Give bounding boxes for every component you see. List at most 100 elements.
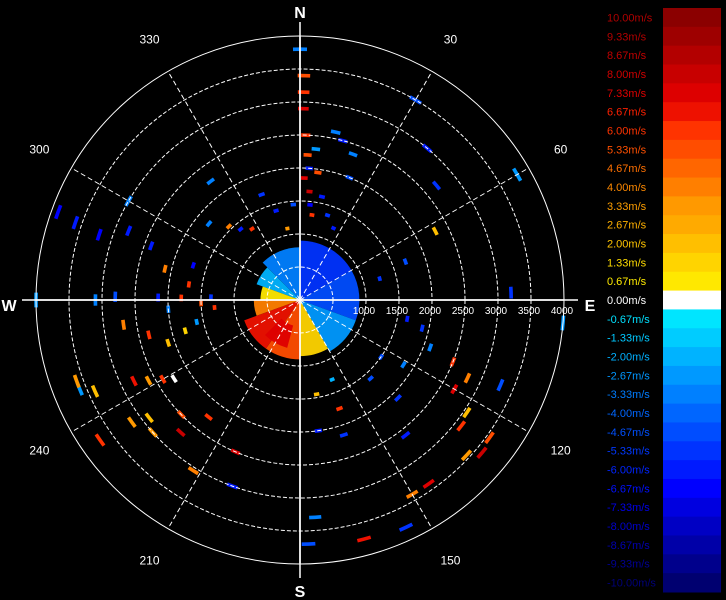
azimuth-spoke xyxy=(167,299,301,529)
velocity-gate xyxy=(431,180,442,191)
colorbar-label: -0.67m/s xyxy=(607,314,650,326)
colorbar-label: 5.33m/s xyxy=(607,144,647,156)
colorbar-swatch xyxy=(663,535,721,555)
velocity-gate xyxy=(367,375,375,382)
velocity-gate xyxy=(130,375,138,387)
colorbar-label: 10.00m/s xyxy=(607,12,653,24)
colorbar-swatch xyxy=(663,158,721,179)
velocity-gate xyxy=(124,195,133,207)
azimuth-tick-label: 30 xyxy=(444,32,458,46)
colorbar-label: -6.67m/s xyxy=(607,483,650,495)
velocity-sector xyxy=(260,286,300,300)
velocity-gate xyxy=(212,304,217,311)
range-tick-label: 3500 xyxy=(518,306,541,317)
colorbar-label: -8.00m/s xyxy=(607,521,650,533)
colorbar-label: -8.67m/s xyxy=(607,540,650,552)
colorbar-label: 0.00m/s xyxy=(607,295,647,307)
colorbar-label: -4.67m/s xyxy=(607,427,650,439)
velocity-gate xyxy=(248,226,255,232)
velocity-gate xyxy=(419,324,425,333)
velocity-sector xyxy=(300,270,360,321)
velocity-gate xyxy=(335,405,344,412)
azimuth-spoke xyxy=(299,299,433,529)
velocity-gate xyxy=(237,226,244,233)
colorbar-swatch xyxy=(663,271,721,292)
velocity-gate xyxy=(165,338,172,348)
colorbar-label: -6.00m/s xyxy=(607,465,650,477)
range-tick-label: 1500 xyxy=(386,306,409,317)
velocity-gate xyxy=(190,261,197,269)
colorbar-label: 4.00m/s xyxy=(607,182,647,194)
velocity-sector xyxy=(253,300,300,316)
velocity-gate xyxy=(159,374,167,384)
velocity-gate xyxy=(427,343,434,352)
colorbar-swatch xyxy=(663,177,721,197)
velocity-gate xyxy=(307,202,313,207)
colorbar-swatch xyxy=(663,460,721,480)
azimuth-tick-label: 210 xyxy=(140,554,160,568)
velocity-gate xyxy=(462,406,472,419)
colorbar-label: -9.33m/s xyxy=(607,559,650,571)
velocity-gate xyxy=(290,202,297,207)
velocity-gate xyxy=(484,431,495,445)
velocity-gate xyxy=(431,226,439,236)
azimuth-tick-label: 330 xyxy=(140,32,160,46)
velocity-gate xyxy=(306,189,313,194)
velocity-sector xyxy=(300,300,356,352)
velocity-gate xyxy=(258,191,266,198)
colorbar-swatch xyxy=(663,102,721,122)
colorbar-label: 8.67m/s xyxy=(607,50,647,62)
velocity-gate xyxy=(393,393,403,403)
velocity-gate xyxy=(209,294,213,300)
velocity-gate xyxy=(204,413,213,421)
velocity-gate xyxy=(94,433,106,447)
colorbar-swatch xyxy=(663,139,721,160)
velocity-colorbar: 10.00m/s 9.33m/s 8.67m/s 8.00m/s 7.33m/s 6.67… xyxy=(607,8,721,593)
colorbar-swatch xyxy=(663,64,721,84)
colorbar-swatch xyxy=(663,45,721,66)
colorbar-swatch xyxy=(663,497,721,518)
velocity-gate xyxy=(146,330,152,340)
azimuth-spoke xyxy=(299,71,433,301)
colorbar-swatch xyxy=(663,403,721,423)
colorbar-label: 8.00m/s xyxy=(607,69,647,81)
azimuth-tick-label: 240 xyxy=(29,443,49,457)
compass-east: E xyxy=(585,298,596,315)
velocity-gate xyxy=(398,522,414,532)
colorbar-swatch xyxy=(663,554,721,574)
velocity-gate xyxy=(225,223,233,230)
velocity-gate xyxy=(356,535,372,543)
colorbar-swatch xyxy=(663,215,721,235)
colorbar-swatch xyxy=(663,478,721,499)
azimuth-spoke xyxy=(299,167,529,301)
colorbar-label: 3.33m/s xyxy=(607,201,647,213)
colorbar-label: 1.33m/s xyxy=(607,257,647,269)
colorbar-swatch xyxy=(663,8,721,28)
velocity-gate xyxy=(273,208,280,214)
velocity-gate xyxy=(54,204,63,220)
compass-north: N xyxy=(294,5,306,22)
azimuth-tick-label: 60 xyxy=(554,143,568,157)
velocity-gate xyxy=(301,541,316,547)
velocity-gate xyxy=(186,280,192,288)
colorbar-label: 0.67m/s xyxy=(607,276,647,288)
velocity-gate xyxy=(194,318,200,326)
velocity-gate xyxy=(170,374,178,384)
velocity-gate xyxy=(285,226,290,231)
velocity-gate xyxy=(313,391,320,397)
range-tick-label: 2000 xyxy=(419,306,442,317)
velocity-sector xyxy=(300,240,352,300)
velocity-gate xyxy=(144,375,153,386)
azimuth-tick-label: 300 xyxy=(29,143,49,157)
colorbar-swatch xyxy=(663,365,721,386)
velocity-gate xyxy=(402,258,409,266)
velocity-gate xyxy=(329,376,336,383)
compass-south: S xyxy=(295,584,306,600)
colorbar-swatch xyxy=(663,252,721,273)
azimuth-spoke xyxy=(71,167,301,301)
range-tick-label: 1000 xyxy=(353,306,376,317)
velocity-gate xyxy=(318,194,326,200)
velocity-gate xyxy=(496,378,505,392)
velocity-gate xyxy=(147,241,155,251)
velocity-gate xyxy=(463,372,472,384)
